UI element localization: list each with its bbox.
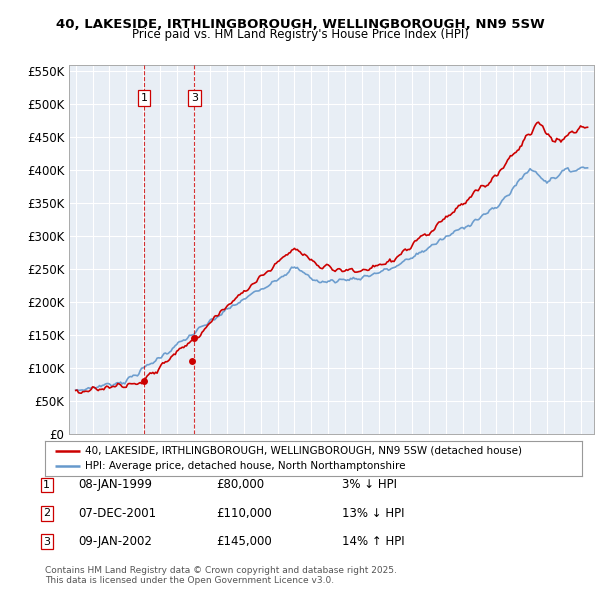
Text: 2: 2	[43, 509, 50, 518]
Text: 3: 3	[191, 93, 198, 103]
Text: 14% ↑ HPI: 14% ↑ HPI	[342, 535, 404, 548]
Text: 09-JAN-2002: 09-JAN-2002	[78, 535, 152, 548]
Text: Price paid vs. HM Land Registry's House Price Index (HPI): Price paid vs. HM Land Registry's House …	[131, 28, 469, 41]
Text: 08-JAN-1999: 08-JAN-1999	[78, 478, 152, 491]
Text: £80,000: £80,000	[216, 478, 264, 491]
Text: Contains HM Land Registry data © Crown copyright and database right 2025.
This d: Contains HM Land Registry data © Crown c…	[45, 566, 397, 585]
Text: 40, LAKESIDE, IRTHLINGBOROUGH, WELLINGBOROUGH, NN9 5SW: 40, LAKESIDE, IRTHLINGBOROUGH, WELLINGBO…	[56, 18, 544, 31]
Text: 3: 3	[43, 537, 50, 546]
Text: 1: 1	[43, 480, 50, 490]
Text: 40, LAKESIDE, IRTHLINGBOROUGH, WELLINGBOROUGH, NN9 5SW (detached house): 40, LAKESIDE, IRTHLINGBOROUGH, WELLINGBO…	[85, 445, 522, 455]
Text: 1: 1	[140, 93, 148, 103]
Text: 3% ↓ HPI: 3% ↓ HPI	[342, 478, 397, 491]
Text: 07-DEC-2001: 07-DEC-2001	[78, 507, 156, 520]
Text: £145,000: £145,000	[216, 535, 272, 548]
Text: £110,000: £110,000	[216, 507, 272, 520]
Text: 13% ↓ HPI: 13% ↓ HPI	[342, 507, 404, 520]
Text: HPI: Average price, detached house, North Northamptonshire: HPI: Average price, detached house, Nort…	[85, 461, 406, 471]
